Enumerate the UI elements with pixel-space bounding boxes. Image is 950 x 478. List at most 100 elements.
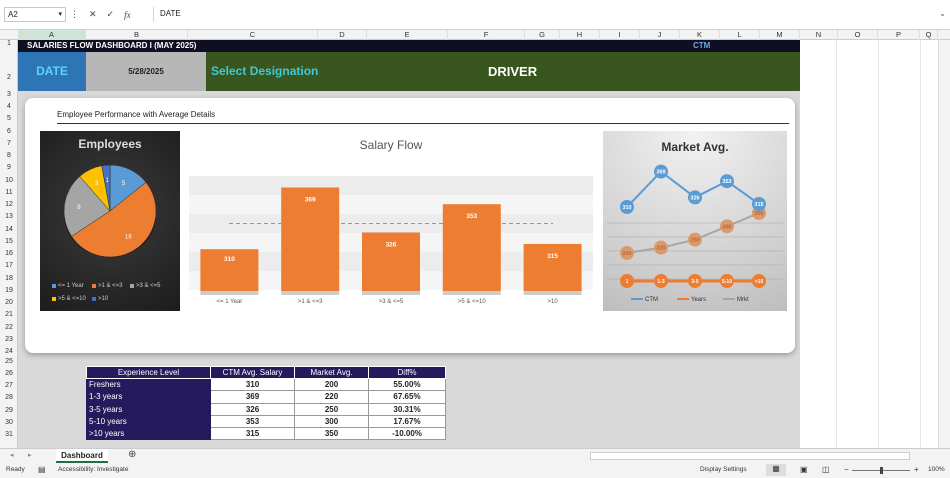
salary-bar[interactable] [362, 232, 420, 291]
table-cell[interactable]: 1-3 years [86, 390, 211, 404]
expand-formula-icon[interactable]: ⌄ [939, 9, 946, 18]
date-label[interactable]: DATE [18, 52, 86, 91]
row-header[interactable]: 7 [7, 140, 11, 147]
row-header[interactable]: 21 [5, 311, 13, 318]
column-header[interactable]: N [800, 30, 838, 40]
column-header[interactable]: C [188, 30, 318, 40]
row-header[interactable]: 12 [5, 201, 13, 208]
column-header[interactable]: O [838, 30, 878, 40]
row-header[interactable]: 14 [5, 226, 13, 233]
accessibility-status[interactable]: Accessibility: Investigate [58, 466, 129, 473]
table-cell[interactable]: 5-10 years [86, 414, 211, 429]
column-header[interactable]: I [600, 30, 640, 40]
column-header[interactable]: G [525, 30, 560, 40]
table-cell[interactable]: 3-5 years [86, 402, 211, 416]
chevron-down-icon[interactable]: ▾ [58, 11, 62, 18]
row-header[interactable]: 16 [5, 250, 13, 257]
row-header[interactable]: 5 [7, 115, 11, 122]
row-header[interactable]: 20 [5, 299, 13, 306]
column-header[interactable]: K [680, 30, 720, 40]
series-marker[interactable] [654, 240, 668, 255]
column-header[interactable]: D [318, 30, 367, 40]
row-header[interactable]: 23 [5, 336, 13, 343]
row-header[interactable]: 15 [5, 238, 13, 245]
more-icon[interactable]: ⋮ [70, 9, 79, 19]
table-cell[interactable]: 369 [210, 390, 295, 404]
add-sheet-icon[interactable]: ⊕ [128, 449, 137, 460]
row-header[interactable]: 11 [5, 189, 13, 196]
series-marker[interactable] [654, 164, 668, 179]
table-cell[interactable]: -10.00% [368, 427, 446, 441]
table-cell[interactable]: 67.65% [368, 390, 446, 404]
table-cell[interactable]: 17.67% [368, 414, 446, 429]
column-header[interactable]: J [640, 30, 680, 40]
row-header[interactable]: 17 [5, 262, 13, 269]
series-marker[interactable] [752, 197, 766, 211]
table-cell[interactable]: 300 [294, 414, 369, 429]
zoom-in-icon[interactable]: + [914, 465, 919, 474]
salary-bar[interactable] [442, 204, 501, 291]
employees-chart[interactable]: Employees 5 18 8 3 1 <= 1 Year >1 & <=3 >3 &… [40, 131, 180, 311]
row-header[interactable]: 25 [5, 358, 13, 365]
enter-icon[interactable]: ✓ [106, 9, 115, 19]
pie-slice[interactable] [71, 181, 157, 258]
row-header[interactable]: 22 [5, 324, 13, 331]
column-header[interactable]: M [760, 30, 800, 40]
page-layout-icon[interactable]: ▣ [800, 465, 808, 474]
row-header[interactable]: 24 [5, 348, 13, 355]
row-header[interactable]: 9 [7, 164, 11, 171]
table-cell[interactable]: 310 [210, 377, 295, 392]
table-cell[interactable]: 315 [210, 427, 295, 441]
row-header[interactable]: 13 [5, 213, 13, 220]
pie-slice[interactable] [63, 176, 111, 237]
column-header[interactable]: P [878, 30, 920, 40]
table-cell[interactable]: 326 [210, 402, 295, 416]
salary-flow-chart[interactable]: Salary Flow 310 <= 1 Year 369 >1 & <=3 326 >3… [181, 131, 601, 311]
name-box[interactable]: A2 ▾ [4, 7, 66, 22]
series-marker[interactable] [720, 174, 734, 189]
pie-slice[interactable] [101, 164, 111, 212]
salary-bar[interactable] [200, 249, 259, 291]
formula-input[interactable]: DATE [153, 7, 943, 22]
column-header[interactable]: E [367, 30, 448, 40]
column-header[interactable]: A [18, 30, 86, 40]
row-header[interactable]: 28 [5, 394, 13, 401]
market-avg-chart[interactable]: Market Avg. 200 220 250 300 350 310 369 326 353 3… [603, 131, 787, 311]
table-cell[interactable]: Freshers [86, 377, 211, 392]
series-marker[interactable] [620, 200, 634, 214]
row-header[interactable]: 1 [7, 40, 11, 47]
designation-value[interactable]: DRIVER [488, 64, 538, 79]
normal-view-icon[interactable]: ▦ [766, 464, 786, 476]
table-cell[interactable]: >10 years [86, 427, 211, 441]
table-cell[interactable]: 350 [294, 427, 369, 441]
vertical-scrollbar[interactable] [938, 40, 950, 448]
row-header[interactable]: 19 [5, 287, 13, 294]
table-cell[interactable]: 30.31% [368, 402, 446, 416]
row-header[interactable]: 31 [5, 431, 13, 438]
column-header[interactable]: F [448, 30, 525, 40]
display-settings[interactable]: Display Settings [700, 466, 747, 473]
series-marker[interactable] [688, 232, 702, 247]
column-header[interactable]: H [560, 30, 600, 40]
table-cell[interactable]: 353 [210, 414, 295, 429]
row-header[interactable]: 30 [5, 419, 13, 426]
horizontal-scrollbar[interactable] [590, 452, 910, 460]
zoom-thumb[interactable] [880, 467, 883, 474]
column-header[interactable]: L [720, 30, 760, 40]
column-header[interactable]: B [86, 30, 188, 40]
row-header[interactable]: 6 [7, 128, 11, 135]
row-header[interactable]: 18 [5, 275, 13, 282]
row-header[interactable]: 2 [7, 74, 11, 81]
row-header[interactable]: 26 [5, 370, 13, 377]
series-marker[interactable] [688, 190, 702, 205]
table-cell[interactable]: 250 [294, 402, 369, 416]
salary-bar[interactable] [523, 243, 582, 291]
macro-icon[interactable]: ▤ [38, 465, 46, 474]
row-header[interactable]: 8 [7, 152, 11, 159]
row-header[interactable]: 3 [7, 91, 11, 98]
page-break-icon[interactable]: ◫ [822, 465, 830, 474]
row-header[interactable]: 29 [5, 407, 13, 414]
date-value[interactable]: 5/28/2025 [86, 52, 206, 91]
column-header[interactable]: Q [920, 30, 938, 40]
table-cell[interactable]: 55.00% [368, 377, 446, 392]
